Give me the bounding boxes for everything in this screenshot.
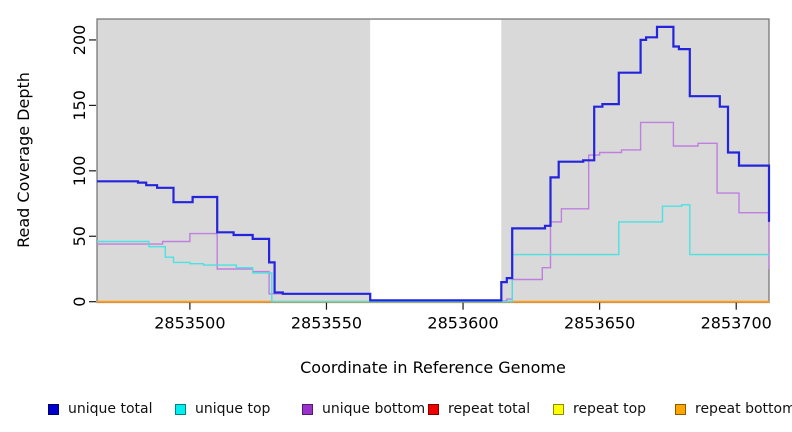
y-axis-tick-label: 100 bbox=[70, 156, 89, 187]
legend-swatch-unique-top bbox=[175, 403, 186, 415]
legend-item-repeat-bottom: repeat bottom bbox=[675, 400, 792, 418]
legend-label: repeat total bbox=[448, 401, 531, 417]
series-unique-top bbox=[97, 204, 769, 303]
x-axis-tick-label: 2853550 bbox=[291, 314, 362, 333]
no-data-band bbox=[370, 19, 502, 303]
plot-area bbox=[96, 18, 771, 304]
y-axis-tick-label: 0 bbox=[70, 297, 89, 307]
legend-swatch-unique-total bbox=[48, 403, 59, 415]
legend-swatch-unique-bottom bbox=[302, 403, 313, 415]
legend-swatch-repeat-bottom bbox=[675, 403, 686, 415]
legend-item-repeat-total: repeat total bbox=[428, 400, 530, 418]
legend-item-repeat-top: repeat top bbox=[553, 400, 646, 418]
y-axis-title: Read Coverage Depth bbox=[14, 72, 33, 248]
x-axis-tick-label: 2853500 bbox=[154, 314, 225, 333]
legend-item-unique-bottom: unique bottom bbox=[302, 400, 425, 418]
legend-label: repeat bottom bbox=[695, 401, 792, 417]
x-axis-tick-label: 2853700 bbox=[701, 314, 772, 333]
y-axis-tick-label: 150 bbox=[70, 90, 89, 121]
legend-label: unique bottom bbox=[322, 401, 426, 417]
series-unique-total bbox=[97, 25, 771, 302]
legend-label: unique total bbox=[68, 401, 153, 417]
x-axis-tick-label: 2853600 bbox=[427, 314, 498, 333]
x-axis-tick-label: 2853650 bbox=[564, 314, 635, 333]
y-axis-tick-label: 200 bbox=[70, 25, 89, 56]
x-axis-title: Coordinate in Reference Genome bbox=[300, 358, 566, 377]
legend-swatch-repeat-top bbox=[553, 403, 564, 415]
axes: 2853500 2853550 2853600 2853650 2853700 0 50 10… bbox=[70, 25, 772, 333]
chart-legend: unique total unique top unique bottom repea… bbox=[0, 400, 792, 422]
legend-item-unique-top: unique top bbox=[175, 400, 270, 418]
legend-item-unique-total: unique total bbox=[48, 400, 152, 418]
legend-swatch-repeat-total bbox=[428, 403, 439, 415]
legend-label: repeat top bbox=[573, 401, 647, 417]
y-axis-tick-label: 50 bbox=[70, 226, 89, 246]
legend-label: unique top bbox=[195, 401, 271, 417]
